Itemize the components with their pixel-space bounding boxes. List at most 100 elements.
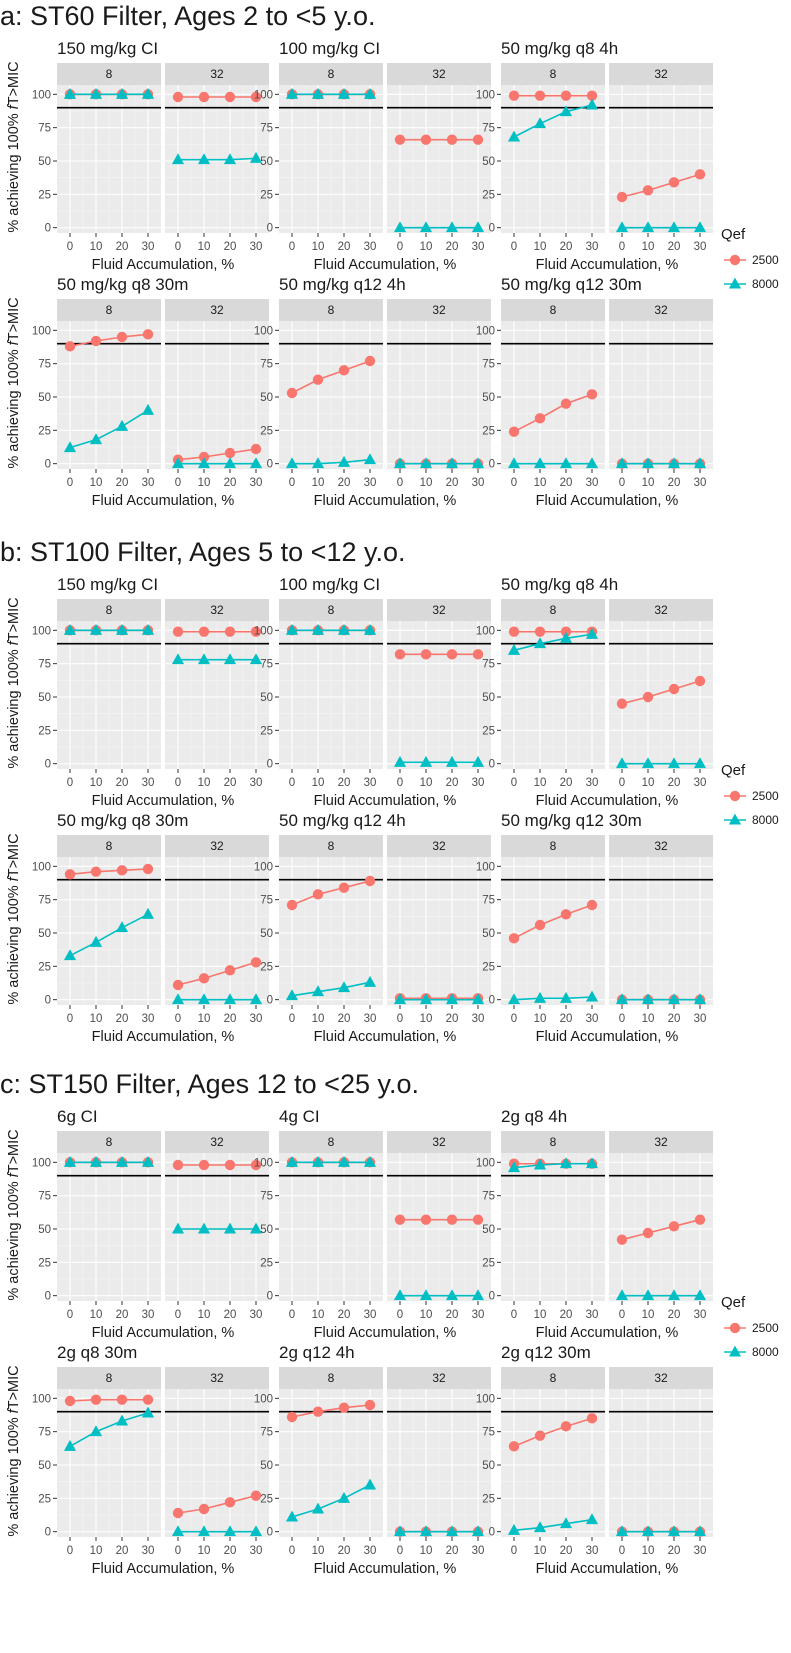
facet-8: 8 0 10 20 30 <box>501 599 605 789</box>
data-point-2500 <box>472 134 484 145</box>
facet-strip <box>609 835 713 857</box>
y-axis-label: % achieving 100% fT>MIC <box>6 1129 22 1300</box>
facet-8: 8 0 10 20 30 <box>57 1367 161 1557</box>
series-line-8000 <box>69 409 149 449</box>
data-point-2500 <box>508 626 520 637</box>
y-axis-label-part: % achieving 100% <box>6 1413 22 1536</box>
y-tick-label: 50 <box>260 692 273 704</box>
data-point-8000 <box>533 991 547 1003</box>
x-tick-label: 20 <box>338 1545 351 1557</box>
x-tick-label: 30 <box>142 477 155 489</box>
data-point-8000 <box>249 457 263 469</box>
facet-strip-label: 8 <box>328 303 335 317</box>
data-point-8000 <box>419 221 433 233</box>
data-point-8000 <box>285 989 299 1001</box>
facet-strip <box>57 835 161 857</box>
y-tick-label: 25 <box>260 189 273 201</box>
panel-title: 50 mg/kg q8 4h <box>501 575 618 594</box>
facet-8: 8 0 10 20 30 <box>279 835 383 1025</box>
facet-strip <box>57 1367 161 1389</box>
data-point-8000 <box>337 623 351 635</box>
x-tick-label: 0 <box>397 477 403 489</box>
facet-32: 32 0 10 20 30 <box>609 299 713 489</box>
facet-32: 32 0 10 20 30 <box>609 835 713 1025</box>
legend-key-triangle <box>728 277 742 289</box>
data-point-8000 <box>559 1517 573 1529</box>
facet-8: 8 0 10 20 30 <box>501 1367 605 1557</box>
x-tick-label: 10 <box>198 241 211 253</box>
data-point-8000 <box>89 623 103 635</box>
data-point-8000 <box>693 457 707 469</box>
data-point-2500 <box>508 426 520 437</box>
x-tick-label: 10 <box>312 1309 325 1321</box>
data-point-2500 <box>224 1497 236 1508</box>
x-tick-label: 0 <box>397 777 403 789</box>
x-tick-label: 30 <box>364 241 377 253</box>
y-tick-label: 75 <box>260 359 273 371</box>
data-point-8000 <box>63 949 77 961</box>
y-axis-label-part: T>MIC <box>6 1365 22 1409</box>
data-point-8000 <box>141 1155 155 1167</box>
y-tick-label: 75 <box>482 1191 495 1203</box>
data-point-2500 <box>364 875 376 887</box>
data-point-8000 <box>393 1289 407 1301</box>
facet-32: 32 0 10 20 30 <box>387 599 491 789</box>
y-tick-label: 50 <box>260 1460 273 1472</box>
panel-title: 150 mg/kg CI <box>57 575 158 594</box>
y-tick-label: 75 <box>260 1191 273 1203</box>
data-point-8000 <box>393 1525 407 1537</box>
facet-strip <box>387 1131 491 1153</box>
y-tick-label: 100 <box>254 325 273 337</box>
x-tick-label: 10 <box>534 1013 547 1025</box>
y-axis-label-part: T>MIC <box>6 1129 22 1173</box>
facet-strip <box>165 63 269 85</box>
facet-strip <box>57 599 161 621</box>
x-tick-label: 30 <box>142 777 155 789</box>
x-tick-label: 0 <box>397 1545 403 1557</box>
data-point-8000 <box>393 221 407 233</box>
data-point-2500 <box>586 90 598 101</box>
x-tick-label: 0 <box>175 1013 181 1025</box>
y-tick-label: 0 <box>489 223 495 235</box>
section-a: a: ST60 Filter, Ages 2 to <5 y.o. 150 mg/… <box>0 1 779 509</box>
data-point-2500 <box>172 1507 184 1519</box>
panel-title: 50 mg/kg q12 4h <box>279 811 406 830</box>
x-tick-label: 0 <box>67 1013 73 1025</box>
y-tick-label: 25 <box>260 425 273 437</box>
series-line-8000 <box>69 913 149 957</box>
data-point-2500 <box>64 1395 76 1407</box>
x-tick-label: 20 <box>338 241 351 253</box>
data-point-2500 <box>142 329 154 340</box>
x-tick-label: 20 <box>446 777 459 789</box>
y-tick-label: 25 <box>38 1257 51 1269</box>
facet-strip-label: 8 <box>328 67 335 81</box>
legend-key-circle <box>729 1322 741 1334</box>
panel-title: 2g q12 30m <box>501 1343 591 1362</box>
y-tick-label: 25 <box>482 425 495 437</box>
x-tick-label: 20 <box>560 241 573 253</box>
y-tick-label: 100 <box>254 1157 273 1169</box>
y-tick-label: 0 <box>267 995 273 1007</box>
data-point-2500 <box>312 1406 324 1417</box>
facet-strip-label: 32 <box>654 1135 668 1149</box>
data-point-2500 <box>472 1214 484 1225</box>
x-axis-label: Fluid Accumulation, % <box>314 1029 457 1045</box>
data-point-8000 <box>445 221 459 233</box>
x-axis-label: Fluid Accumulation, % <box>92 257 235 273</box>
data-point-8000 <box>533 1521 547 1533</box>
panel-title: 50 mg/kg q8 30m <box>57 811 188 830</box>
y-tick-label: 25 <box>482 961 495 973</box>
data-point-8000 <box>419 993 433 1005</box>
y-axis-label-part: f <box>6 1407 22 1413</box>
data-point-2500 <box>224 1159 236 1171</box>
panel: 6g CI 0 25 50 75 100 8 0 10 20 30 32 0 10 20 30 Fluid Ac… <box>6 1107 269 1341</box>
data-point-2500 <box>250 1159 262 1171</box>
data-point-2500 <box>172 626 184 637</box>
y-axis-label: % achieving 100% fT>MIC <box>6 61 22 232</box>
facet-32: 32 0 10 20 30 <box>387 835 491 1025</box>
facet-strip <box>279 1367 383 1389</box>
facet-strip <box>165 299 269 321</box>
data-point-8000 <box>171 1222 185 1234</box>
facet-strip <box>57 63 161 85</box>
y-tick-label: 25 <box>260 1493 273 1505</box>
